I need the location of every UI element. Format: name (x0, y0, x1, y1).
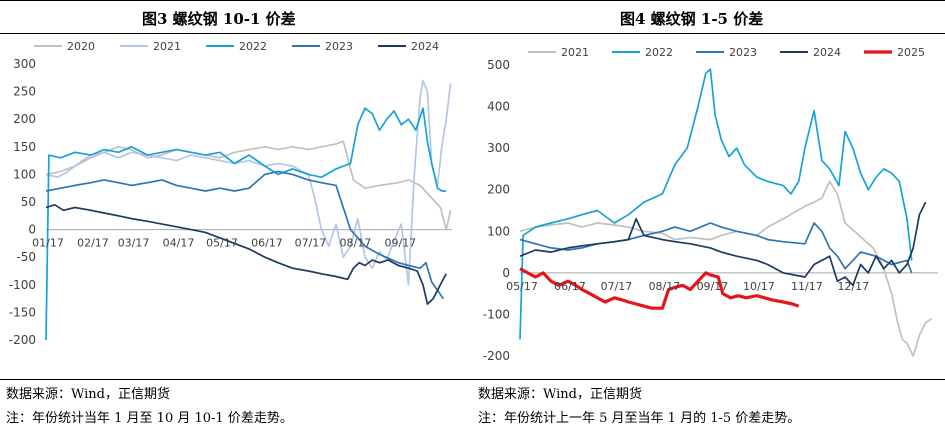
right-legend-label-2022: 2022 (645, 46, 673, 59)
left-series-2020 (45, 140, 452, 231)
footer-divider (0, 379, 945, 380)
left-ytick-label: -150 (9, 305, 36, 319)
right-xtick-label: 10/17 (743, 280, 775, 293)
left-series-2023 (45, 170, 444, 300)
right-legend-label-2021: 2021 (561, 46, 589, 59)
right-series-2022 (519, 68, 913, 340)
left-ytick-label: 250 (13, 85, 36, 99)
right-legend-label-2023: 2023 (729, 46, 757, 59)
right-ytick-label: -200 (483, 349, 510, 363)
source-right: 数据来源：Wind，正信期货 (478, 387, 642, 402)
right-ytick-label: -100 (483, 307, 510, 321)
left-series-2021 (45, 79, 452, 286)
left-legend-label-2024: 2024 (411, 40, 439, 53)
left-xtick-label: 01/17 (32, 237, 64, 250)
left-series-2024 (45, 203, 447, 305)
left-ytick-label: 150 (13, 140, 36, 154)
right-xtick-label: 06/17 (554, 280, 586, 293)
note-right: 注：年份统计上一年 5 月至当年 1 月的 1-5 价差走势。 (478, 411, 801, 426)
left-legend-label-2023: 2023 (325, 40, 353, 53)
right-ytick-label: 500 (487, 58, 510, 72)
left-ytick-label: 200 (13, 112, 36, 126)
source-left: 数据来源：Wind，正信期货 (6, 387, 170, 402)
title-bar: 图3 螺纹钢 10-1 价差 图4 螺纹钢 1-5 价差 (0, 0, 945, 34)
left-ytick-label: 100 (13, 167, 36, 181)
left-xtick-label: 03/17 (118, 237, 150, 250)
left-ytick-label: 50 (21, 195, 36, 209)
left-legend-label-2020: 2020 (67, 40, 95, 53)
left-xtick-label: 07/17 (295, 237, 327, 250)
chart-1-5-spread: -200 -100 0 100 200 300 400 500 05/17 06/17 07/17 0… (483, 46, 938, 363)
right-ytick-label: 0 (502, 266, 510, 280)
left-ytick-label: -50 (16, 250, 36, 264)
left-xtick-label: 09/17 (384, 237, 416, 250)
note-left: 注：年份统计当年 1 月至 10 月 10-1 价差走势。 (6, 411, 293, 426)
right-xtick-label: 11/17 (791, 280, 823, 293)
chart-title-right: 图4 螺纹钢 1-5 价差 (620, 10, 764, 28)
right-xtick-label: 09/17 (697, 280, 729, 293)
chart-title-left: 图3 螺纹钢 10-1 价差 (142, 10, 296, 28)
left-ytick-label: -100 (9, 278, 36, 292)
right-series-2021 (519, 180, 933, 357)
right-ytick-label: 300 (487, 141, 510, 155)
left-xtick-label: 04/17 (163, 237, 195, 250)
right-series-2025 (519, 267, 800, 310)
chart-10-1-spread: -200 -150 -100 -50 0 50 100 150 200 250 300 01/17 02… (9, 40, 452, 347)
left-xtick-label: 06/17 (251, 237, 283, 250)
right-xtick-label: 07/17 (601, 280, 633, 293)
left-legend-label-2022: 2022 (239, 40, 267, 53)
left-xtick-label: 05/17 (206, 237, 238, 250)
right-xtick-label: 08/17 (649, 280, 681, 293)
right-xtick-label: 12/17 (837, 280, 869, 293)
left-series-2022 (45, 107, 447, 341)
left-xtick-label: 02/17 (77, 237, 109, 250)
right-ytick-label: 100 (487, 224, 510, 238)
left-ytick-label: -200 (9, 333, 36, 347)
right-legend-label-2025: 2025 (897, 46, 925, 59)
left-legend-label-2021: 2021 (153, 40, 181, 53)
right-xtick-label: 05/17 (506, 280, 538, 293)
right-legend-label-2024: 2024 (813, 46, 841, 59)
left-ytick-label: 300 (13, 57, 36, 71)
left-ytick-label: 0 (28, 223, 36, 237)
left-xtick-label: 08/17 (340, 237, 372, 250)
right-ytick-label: 400 (487, 100, 510, 114)
right-ytick-label: 200 (487, 183, 510, 197)
right-series-2024 (519, 201, 927, 287)
